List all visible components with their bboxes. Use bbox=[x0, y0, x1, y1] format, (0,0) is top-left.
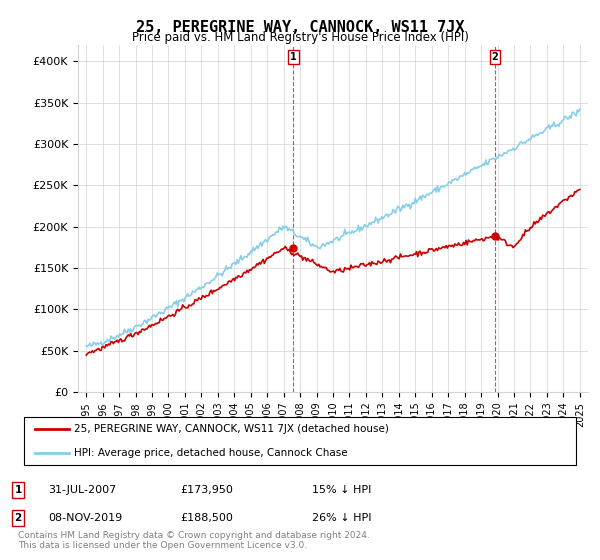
Text: Contains HM Land Registry data © Crown copyright and database right 2024.
This d: Contains HM Land Registry data © Crown c… bbox=[18, 530, 370, 550]
Text: 1: 1 bbox=[290, 52, 296, 62]
Text: 2: 2 bbox=[14, 513, 22, 523]
Text: £173,950: £173,950 bbox=[180, 485, 233, 495]
Text: 08-NOV-2019: 08-NOV-2019 bbox=[48, 513, 122, 523]
Text: £188,500: £188,500 bbox=[180, 513, 233, 523]
Text: 25, PEREGRINE WAY, CANNOCK, WS11 7JX (detached house): 25, PEREGRINE WAY, CANNOCK, WS11 7JX (de… bbox=[74, 424, 389, 435]
FancyBboxPatch shape bbox=[23, 417, 577, 465]
Text: 2: 2 bbox=[491, 52, 499, 62]
Text: 31-JUL-2007: 31-JUL-2007 bbox=[48, 485, 116, 495]
Text: 1: 1 bbox=[14, 485, 22, 495]
Text: Price paid vs. HM Land Registry's House Price Index (HPI): Price paid vs. HM Land Registry's House … bbox=[131, 31, 469, 44]
Text: HPI: Average price, detached house, Cannock Chase: HPI: Average price, detached house, Cann… bbox=[74, 447, 348, 458]
Text: 15% ↓ HPI: 15% ↓ HPI bbox=[312, 485, 371, 495]
Text: 26% ↓ HPI: 26% ↓ HPI bbox=[312, 513, 371, 523]
Text: 25, PEREGRINE WAY, CANNOCK, WS11 7JX: 25, PEREGRINE WAY, CANNOCK, WS11 7JX bbox=[136, 20, 464, 35]
